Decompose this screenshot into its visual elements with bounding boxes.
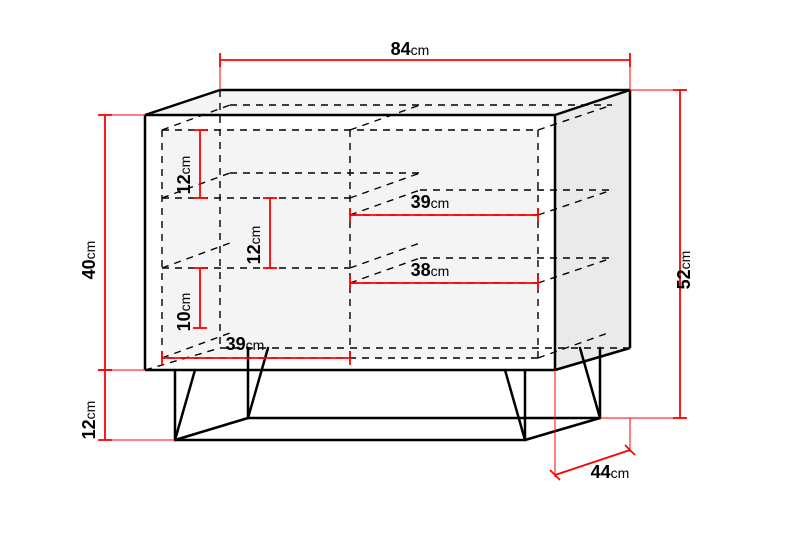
dim-label: 44cm bbox=[591, 462, 630, 482]
dim-label: 40cm bbox=[79, 241, 99, 280]
dim-value: 10cm bbox=[174, 293, 194, 332]
dim-label: 84cm bbox=[391, 39, 430, 59]
dim-label: 39cm bbox=[226, 334, 265, 354]
dim-label: 12cm bbox=[244, 226, 264, 265]
dim-value: 40cm bbox=[79, 241, 99, 280]
dim-label: 52cm bbox=[674, 251, 694, 290]
furniture-dimension-diagram: 84cm 12cm 12cm 10cm 40cm 12cm 52cm 44cm 39cm 38cm… bbox=[0, 0, 800, 533]
dim-label: 39cm bbox=[411, 192, 450, 212]
dim-value: 44cm bbox=[591, 462, 630, 482]
dim-label: 38cm bbox=[411, 260, 450, 280]
cavity-fill bbox=[162, 130, 538, 358]
dim-value: 84cm bbox=[391, 39, 430, 59]
dim-value: 39cm bbox=[226, 334, 265, 354]
side-face bbox=[555, 90, 630, 370]
dim-value: 12cm bbox=[244, 226, 264, 265]
dim-value: 12cm bbox=[174, 156, 194, 195]
dim-label: 12cm bbox=[79, 401, 99, 440]
dim-value: 39cm bbox=[411, 192, 450, 212]
top-face bbox=[145, 90, 630, 115]
dim-label: 12cm bbox=[174, 156, 194, 195]
dim-value: 12cm bbox=[79, 401, 99, 440]
dim-label: 10cm bbox=[174, 293, 194, 332]
dim-value: 38cm bbox=[411, 260, 450, 280]
dim-value: 52cm bbox=[674, 251, 694, 290]
